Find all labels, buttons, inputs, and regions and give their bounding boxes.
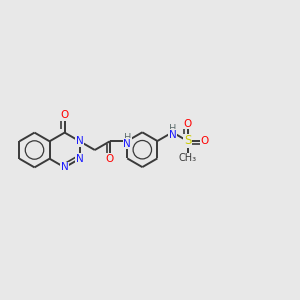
- Text: O: O: [183, 118, 192, 129]
- Text: N: N: [169, 130, 176, 140]
- Text: O: O: [201, 136, 209, 146]
- Text: N: N: [76, 154, 84, 164]
- Text: CH₃: CH₃: [178, 153, 196, 164]
- Text: H: H: [124, 133, 131, 143]
- Text: N: N: [123, 139, 131, 149]
- Text: N: N: [61, 162, 68, 172]
- Text: H: H: [169, 124, 176, 134]
- Text: S: S: [184, 134, 191, 148]
- Text: O: O: [61, 110, 69, 120]
- Text: N: N: [76, 136, 84, 146]
- Text: O: O: [106, 154, 114, 164]
